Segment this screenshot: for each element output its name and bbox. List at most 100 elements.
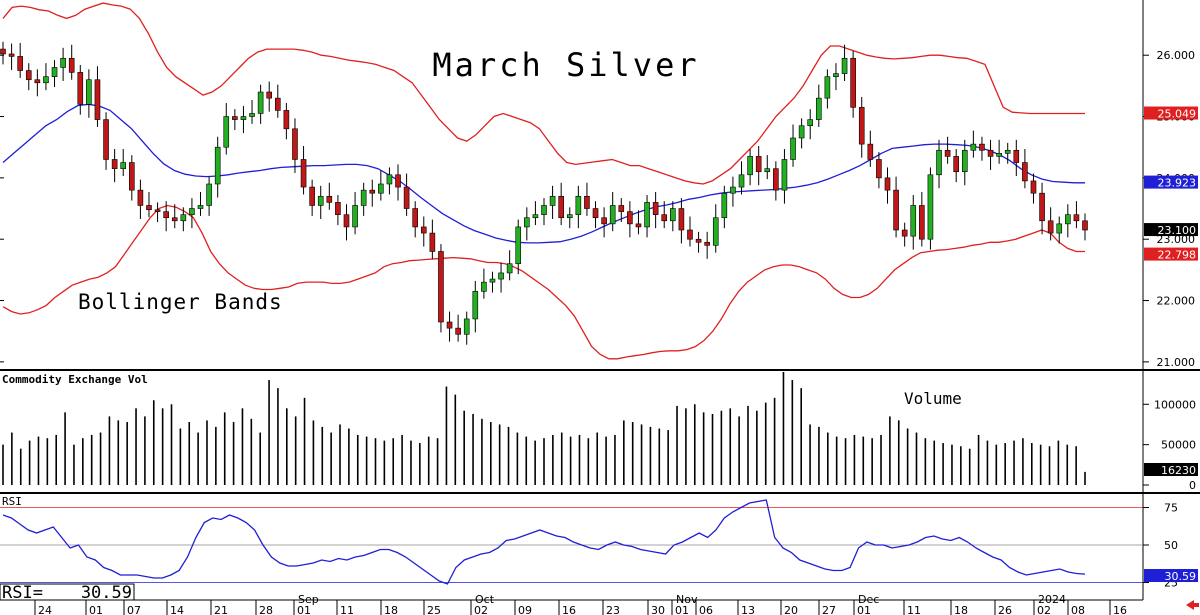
x-tick-label: 14	[170, 604, 184, 615]
candle-body	[171, 217, 178, 222]
rsi-series-line	[2, 499, 1086, 585]
x-tick-label: 25	[427, 604, 441, 615]
candle-body	[773, 168, 779, 191]
candle-body	[893, 189, 899, 231]
candle-body	[498, 272, 504, 280]
candle-body	[970, 143, 977, 151]
candle-body	[249, 113, 255, 117]
candle-body	[0, 48, 6, 55]
candle-body	[1082, 220, 1088, 231]
candle-body	[747, 156, 753, 176]
candle-body	[695, 238, 702, 243]
price-value-label: 23.923	[1158, 177, 1197, 190]
scroll-right-arrow-icon[interactable]	[1186, 600, 1199, 610]
candle-body	[944, 149, 951, 157]
candle-body	[68, 57, 75, 73]
x-tick-label: 16	[1113, 604, 1127, 615]
candle-body	[378, 183, 384, 194]
candle-body	[506, 263, 513, 274]
volume-last-value-label: 16230	[1161, 464, 1196, 477]
price-candles	[0, 41, 1088, 345]
volume-axis: 100000 50000 0	[1143, 398, 1196, 492]
volume-tick-label: 50000	[1161, 439, 1196, 452]
price-value-label: 22.798	[1158, 249, 1197, 262]
candle-body	[1030, 180, 1037, 194]
rsi-readout-value: 30.59	[81, 583, 132, 603]
volume-bars	[2, 372, 1086, 485]
candle-body	[429, 232, 436, 252]
candle-body	[395, 174, 401, 188]
candle-body	[292, 128, 298, 160]
candle-body	[558, 195, 564, 219]
candle-body	[94, 79, 101, 120]
bollinger-middle-line	[2, 103, 1085, 244]
candle-body	[154, 209, 161, 212]
x-tick-label: 24	[38, 604, 52, 615]
x-tick-label: 09	[518, 604, 532, 615]
rsi-last-value-label: 30.59	[1165, 570, 1197, 583]
candle-body	[807, 119, 814, 127]
volume-panel-title: Commodity Exchange Vol	[2, 373, 148, 386]
candle-body	[738, 174, 745, 188]
candle-body	[661, 214, 668, 222]
candle-body	[103, 119, 109, 160]
x-tick-month-label: Dec	[858, 593, 879, 606]
candle-body	[987, 149, 994, 157]
candle-body	[876, 159, 882, 179]
candle-body	[129, 162, 135, 191]
panel-frames	[0, 0, 1200, 601]
candle-body	[17, 56, 23, 71]
chart-title: March Silver	[432, 46, 699, 84]
candle-body	[961, 149, 968, 173]
candle-body	[223, 116, 230, 148]
candle-body	[704, 241, 710, 246]
candle-body	[549, 195, 556, 206]
rsi-readout-box	[0, 583, 135, 601]
candle-body	[1039, 192, 1045, 222]
candle-body	[910, 205, 917, 237]
rsi-readout-label: RSI=	[2, 583, 43, 603]
candle-body	[438, 251, 444, 323]
candle-body	[369, 189, 376, 194]
candle-body	[670, 208, 676, 222]
candle-body	[1073, 214, 1080, 222]
x-tick-month-label: Sep	[298, 593, 319, 606]
x-tick-day-label: 01	[857, 604, 871, 615]
x-tick-label: 18	[954, 604, 968, 615]
candle-body	[618, 205, 625, 212]
x-tick-label: 13	[741, 604, 755, 615]
x-tick-label: 18	[384, 604, 398, 615]
candle-body	[609, 205, 616, 225]
candle-body	[833, 73, 839, 77]
candle-body	[979, 143, 985, 151]
price-value-label: 23.100	[1158, 224, 1197, 237]
candle-body	[34, 79, 41, 84]
candle-body	[403, 186, 410, 209]
candle-body	[420, 226, 427, 234]
price-value-box	[1144, 106, 1198, 120]
candle-body	[592, 208, 599, 219]
candle-body	[343, 214, 350, 228]
price-value-box	[1144, 223, 1198, 237]
candle-body	[326, 195, 333, 203]
candle-body	[489, 278, 496, 283]
candle-body	[678, 208, 685, 231]
candle-body	[137, 189, 144, 206]
candle-body	[541, 205, 547, 215]
candle-body	[850, 57, 856, 108]
x-tick-label: 11	[340, 604, 354, 615]
x-tick-label: 16	[562, 604, 576, 615]
volume-last-value-box	[1144, 463, 1198, 476]
candle-body	[781, 159, 788, 191]
candle-body	[730, 186, 736, 194]
x-tick-label: 23	[606, 604, 620, 615]
x-tick-label: 28	[259, 604, 273, 615]
candle-body	[77, 72, 84, 105]
candle-body	[721, 192, 728, 219]
candle-body	[644, 202, 650, 228]
candle-body	[635, 223, 642, 228]
candle-body	[309, 186, 315, 206]
